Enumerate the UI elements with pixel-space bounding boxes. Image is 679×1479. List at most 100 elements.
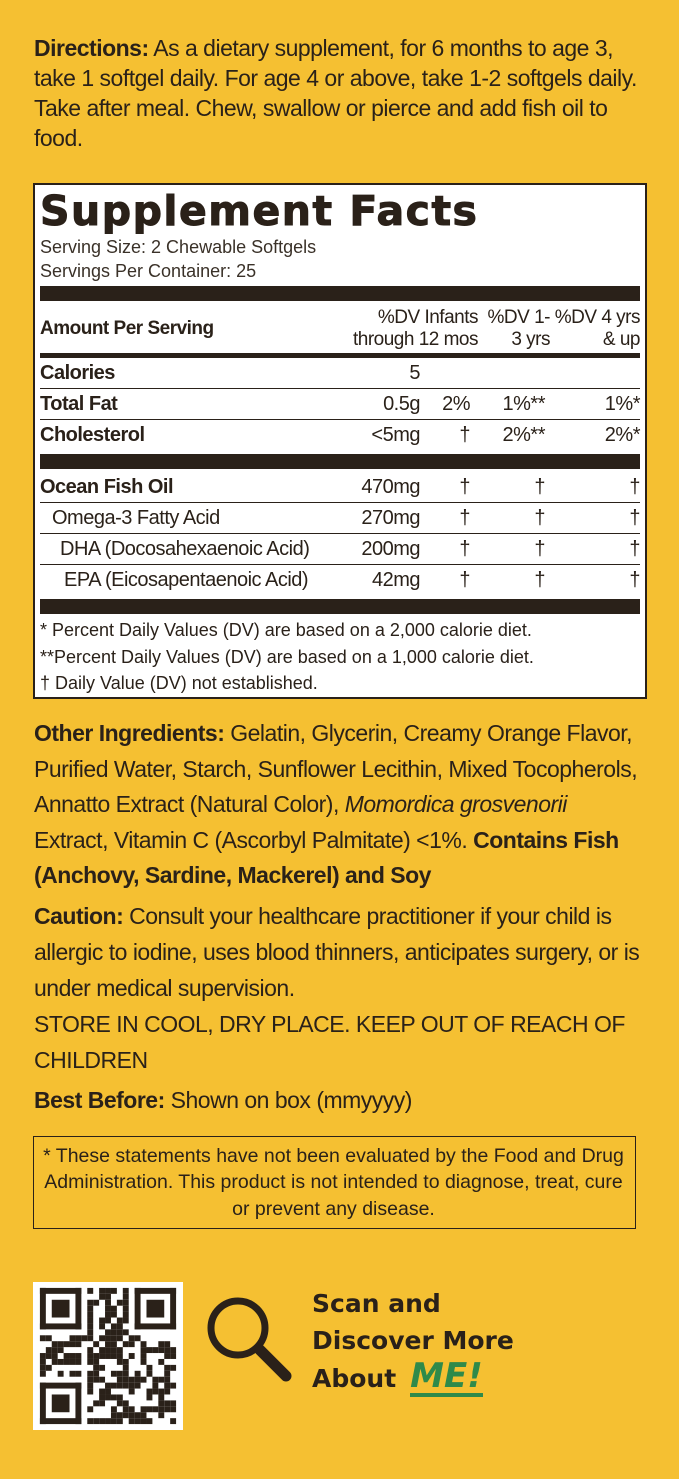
qr-module: [146, 1370, 153, 1377]
servings-per-container: Servings Per Container: 25: [40, 261, 257, 281]
qr-module: [99, 1400, 106, 1407]
qr-module: [146, 1347, 153, 1354]
qr-module: [39, 1370, 46, 1377]
qr-module: [146, 1299, 165, 1318]
qr-module: [105, 1329, 111, 1336]
qr-module: [140, 1347, 147, 1354]
facts-cell-amount: 42mg: [371, 569, 421, 591]
facts-cell-amount: 270mg: [361, 506, 420, 529]
facts-cell-dv2: †: [534, 537, 545, 560]
qr-module: [57, 1370, 64, 1377]
qr-module: [146, 1406, 153, 1413]
qr-module: [152, 1347, 159, 1354]
qr-module: [128, 1388, 135, 1395]
qr-module: [170, 1287, 177, 1330]
qr-module: [105, 1347, 111, 1354]
qr-module: [75, 1353, 82, 1359]
qr-module: [39, 1287, 82, 1294]
qr-module: [128, 1335, 135, 1342]
qr-module: [87, 1418, 94, 1425]
qr-module: [146, 1364, 153, 1371]
facts-cell-name: DHA (Docosahexaenoic Acid): [60, 537, 310, 560]
qr-module: [164, 1376, 171, 1383]
qr-module: [122, 1293, 129, 1300]
qr-module: [57, 1341, 64, 1348]
qr-module: [116, 1335, 123, 1342]
qr-module: [63, 1353, 70, 1359]
qr-module: [105, 1388, 111, 1395]
qr-module: [93, 1400, 100, 1407]
facts-cell-name: EPA (Eicosapentaenoic Acid): [64, 569, 309, 591]
qr-module: [158, 1341, 165, 1348]
qr-module: [116, 1323, 123, 1330]
qr-module: [63, 1341, 70, 1348]
facts-cell-amount: 5: [409, 361, 420, 384]
qr-module: [105, 1341, 111, 1348]
qr-module: [134, 1370, 141, 1377]
qr-module: [99, 1388, 106, 1395]
qr-module: [39, 1287, 46, 1330]
qr-module: [170, 1382, 177, 1389]
magnifier-icon: [207, 1297, 292, 1382]
qr-module: [170, 1347, 177, 1354]
facts-row: Omega-3 Fatty Acid 270mg † † †: [40, 503, 641, 534]
qr-module: [164, 1400, 171, 1407]
qr-module: [39, 1335, 46, 1342]
qr-module: [140, 1406, 147, 1413]
divider: [40, 286, 640, 301]
qr-module: [69, 1353, 76, 1359]
qr-module: [99, 1287, 106, 1294]
facts-cell-dv3: 1%*: [604, 392, 641, 415]
qr-module: [122, 1341, 129, 1348]
qr-module: [75, 1341, 82, 1348]
facts-cell-name: Omega-3 Fatty Acid: [52, 506, 220, 529]
qr-module: [87, 1287, 94, 1294]
qr-module: [164, 1347, 171, 1354]
qr-code[interactable]: [33, 1282, 183, 1430]
qr-module: [146, 1388, 153, 1395]
qr-module: [87, 1335, 94, 1342]
qr-module: [39, 1382, 46, 1425]
qr-module: [99, 1376, 106, 1383]
header-dv-1-3: %DV 1-3 yrs: [487, 306, 551, 350]
qr-module: [152, 1376, 159, 1383]
qr-module: [87, 1305, 94, 1312]
qr-module: [39, 1418, 82, 1425]
qr-module: [81, 1335, 88, 1342]
qr-module: [122, 1311, 129, 1318]
qr-module: [134, 1335, 141, 1342]
qr-module: [105, 1382, 111, 1389]
facts-cell-name: Calories: [40, 361, 115, 384]
qr-module: [122, 1299, 129, 1306]
qr-module: [99, 1335, 106, 1342]
qr-module: [110, 1329, 117, 1336]
qr-module: [93, 1358, 100, 1365]
qr-module: [110, 1394, 117, 1401]
qr-module: [164, 1341, 171, 1348]
qr-module: [122, 1406, 129, 1413]
storage-warning: STORE IN COOL, DRY PLACE. KEEP OUT OF RE…: [34, 1010, 625, 1073]
qr-module: [110, 1305, 117, 1312]
qr-module: [116, 1299, 123, 1306]
facts-cell-dv2: 2%**: [502, 424, 546, 446]
qr-module: [122, 1287, 129, 1294]
facts-cell-dv3: †: [629, 569, 640, 591]
qr-module: [87, 1382, 94, 1389]
footnote: * Percent Daily Values (DV) are based on…: [40, 620, 532, 640]
qr-module: [105, 1317, 111, 1324]
qr-module: [105, 1287, 111, 1294]
qr-module: [110, 1287, 117, 1294]
qr-module: [51, 1358, 58, 1365]
qr-module: [93, 1418, 100, 1425]
facts-cell-dv1: †: [459, 569, 470, 591]
qr-module: [128, 1418, 135, 1425]
facts-cell-dv1: †: [459, 475, 470, 498]
qr-module: [75, 1287, 82, 1330]
qr-module: [116, 1376, 123, 1383]
qr-module: [134, 1287, 141, 1330]
facts-row: Calories 5: [40, 358, 640, 389]
qr-module: [99, 1394, 106, 1401]
qr-module: [134, 1412, 141, 1419]
qr-module: [134, 1376, 141, 1383]
qr-module: [69, 1335, 76, 1342]
